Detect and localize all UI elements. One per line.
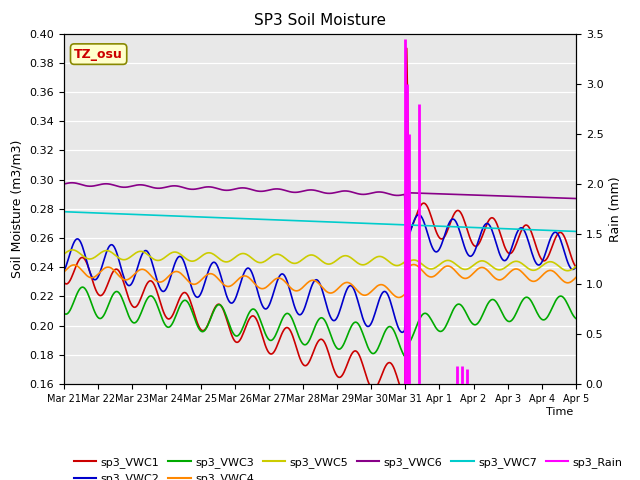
Y-axis label: Rain (mm): Rain (mm) — [609, 176, 622, 241]
Text: Time: Time — [545, 407, 573, 417]
Title: SP3 Soil Moisture: SP3 Soil Moisture — [254, 13, 386, 28]
Y-axis label: Soil Moisture (m3/m3): Soil Moisture (m3/m3) — [11, 140, 24, 278]
Text: TZ_osu: TZ_osu — [74, 48, 123, 60]
Legend: sp3_VWC1, sp3_VWC2, sp3_VWC3, sp3_VWC4, sp3_VWC5, sp3_VWC6, sp3_VWC7, sp3_Rain: sp3_VWC1, sp3_VWC2, sp3_VWC3, sp3_VWC4, … — [70, 453, 627, 480]
